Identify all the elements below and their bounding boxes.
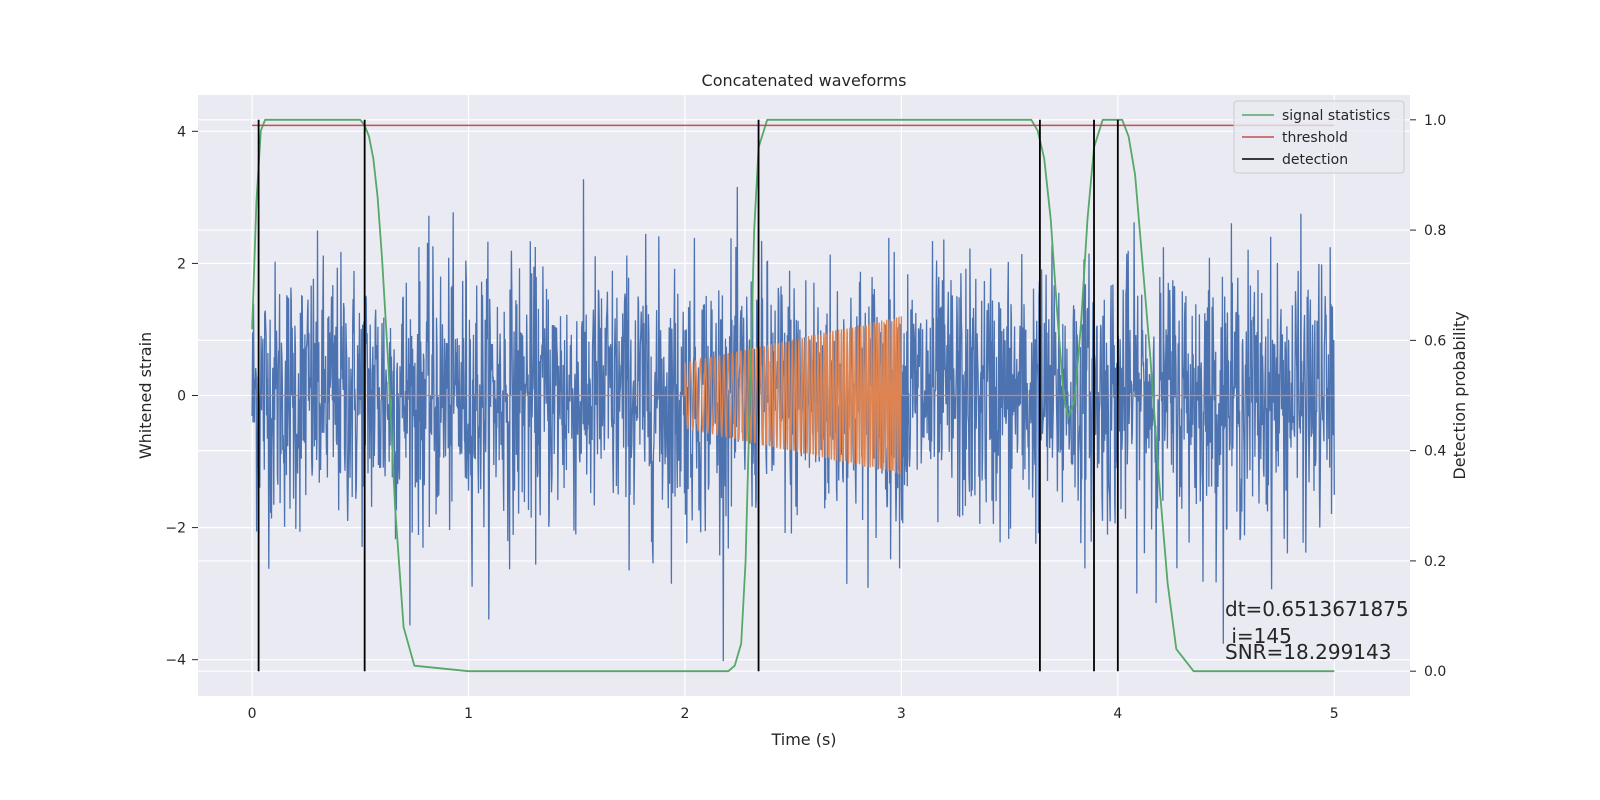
y2-tick-label: 0.0 [1424, 664, 1446, 680]
annotations: dt=0.6513671875 i=145 SNR=18.299143 [1225, 597, 1409, 664]
y-tick-label: 0 [177, 389, 186, 405]
legend-label-threshold: threshold [1282, 130, 1348, 146]
y2-tick-label: 0.2 [1424, 554, 1446, 570]
y2-axis-label: Detection probability [1450, 311, 1469, 479]
legend-box [1233, 100, 1405, 174]
y-tick-label: 4 [177, 124, 186, 140]
y-tick-label: −2 [165, 521, 186, 537]
detection-series [257, 119, 1119, 672]
x-tick-label: 2 [681, 706, 690, 722]
y2-tick-label: 0.8 [1424, 223, 1446, 239]
y2-tick-label: 0.6 [1424, 333, 1446, 349]
signal-statistics-series [251, 118, 1335, 673]
injection-line [252, 316, 1335, 475]
x-tick-label: 5 [1330, 706, 1339, 722]
x-tick-label: 3 [897, 706, 906, 722]
y-tick-label: 2 [177, 256, 186, 272]
x-tick-label: 1 [464, 706, 473, 722]
x-tick-label: 4 [1113, 706, 1122, 722]
injection-series [252, 316, 1335, 475]
y2-tick-label: 0.4 [1424, 444, 1446, 460]
y-axis-label: Whitened strain [136, 332, 155, 459]
chart-title: Concatenated waveforms [702, 71, 907, 90]
legend-label-detection: detection [1282, 152, 1348, 168]
annotation-i: i=145 [1225, 624, 1292, 648]
tick-layer: 0 1 2 3 4 5 −4 −2 0 2 4 0.0 0.2 0.4 0.6 0.8 1.0 [165, 113, 1446, 722]
legend: signal statistics threshold detection [1233, 100, 1405, 174]
y-tick-label: −4 [165, 653, 186, 669]
signal-statistics-line [251, 118, 1335, 673]
annotation-snr: SNR=18.299143 [1225, 640, 1391, 664]
y2-tick-label: 1.0 [1424, 113, 1446, 129]
annotation-dt: dt=0.6513671875 [1225, 597, 1409, 621]
x-axis-label: Time (s) [770, 730, 836, 749]
legend-label-signal-statistics: signal statistics [1282, 108, 1390, 124]
x-tick-label: 0 [248, 706, 257, 722]
